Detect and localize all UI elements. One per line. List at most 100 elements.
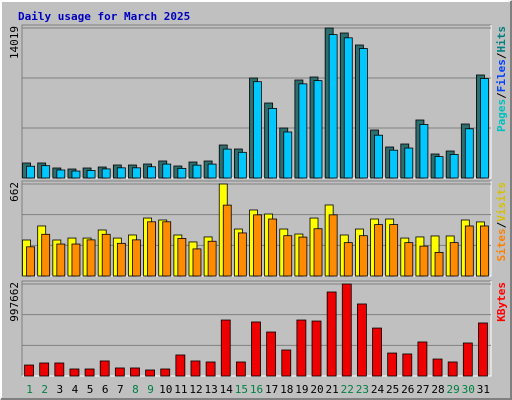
bar [328, 214, 338, 277]
bar [205, 361, 216, 377]
x-tick-label: 12 [189, 383, 202, 396]
bar [71, 170, 81, 179]
x-tick-label: 22 [341, 383, 354, 396]
bar [389, 224, 399, 277]
bar [283, 131, 293, 179]
bar [343, 242, 353, 277]
bar [359, 235, 368, 277]
bar [387, 352, 398, 377]
bar [190, 360, 201, 377]
bar [101, 168, 111, 179]
bar [114, 367, 125, 377]
x-tick-label: 23 [356, 383, 369, 396]
x-tick-label: 26 [401, 383, 414, 396]
x-tick-label: 24 [371, 383, 385, 396]
legend-separator: / [495, 92, 508, 99]
y-tick-label: 997662 [8, 282, 21, 322]
bar [326, 291, 337, 377]
y-tick-label: 662 [8, 182, 21, 202]
bar [145, 369, 155, 377]
y-tick-label: 14019 [8, 26, 21, 59]
x-tick-label: 5 [87, 383, 94, 396]
bar [41, 233, 51, 277]
bar [130, 367, 140, 377]
bar [480, 78, 489, 179]
bar [162, 221, 172, 277]
bar [132, 167, 141, 179]
bar [359, 48, 368, 179]
x-tick-label: 13 [204, 383, 217, 396]
x-tick-label: 16 [250, 383, 263, 396]
bar [462, 342, 473, 377]
x-tick-label: 25 [386, 383, 399, 396]
bar [432, 358, 443, 377]
bar [132, 239, 141, 277]
bar [417, 341, 428, 377]
bar [419, 245, 429, 277]
bar [434, 251, 444, 277]
legend-separator: / [495, 52, 508, 59]
bar [478, 322, 488, 377]
bar [160, 368, 171, 377]
bar [222, 204, 232, 277]
bar [192, 164, 202, 179]
bar [298, 236, 308, 277]
bar [343, 37, 353, 179]
bar [101, 233, 111, 277]
x-tick-label: 31 [477, 383, 490, 396]
bar [175, 354, 186, 377]
bar [56, 243, 66, 277]
bar [389, 149, 399, 179]
chart-title: Daily usage for March 2025 [18, 10, 190, 23]
x-tick-label: 17 [265, 383, 278, 396]
bar [357, 303, 367, 377]
legend: Pages/Files/Hits [495, 26, 508, 132]
bar [449, 242, 459, 277]
bar [464, 128, 474, 179]
x-tick-label: 28 [431, 383, 444, 396]
x-tick-label: 20 [310, 383, 323, 396]
x-tick-label: 21 [326, 383, 339, 396]
bar [220, 319, 231, 377]
bar [222, 148, 232, 179]
bar [374, 134, 383, 179]
x-tick-label: 11 [174, 383, 187, 396]
bar [84, 368, 95, 377]
bar [71, 243, 81, 277]
bar [281, 349, 292, 377]
bar [86, 170, 96, 179]
bar [447, 361, 458, 377]
bar [99, 360, 110, 377]
bar [419, 124, 429, 179]
bar [328, 34, 338, 179]
bar [313, 80, 323, 179]
bar [54, 362, 65, 377]
x-tick-label: 27 [416, 383, 429, 396]
legend: KBytes [495, 282, 508, 322]
bar [253, 81, 262, 179]
x-tick-label: 1 [26, 383, 33, 396]
bar [207, 240, 217, 277]
x-tick-label: 7 [117, 383, 124, 396]
legend-entry: Files [495, 59, 508, 92]
x-tick-label: 4 [72, 383, 79, 396]
legend-entry: KBytes [495, 282, 508, 322]
x-tick-label: 29 [447, 383, 460, 396]
bar [235, 361, 246, 377]
bar [313, 228, 323, 277]
bar [449, 154, 459, 179]
bar [268, 218, 278, 277]
bar [251, 321, 261, 377]
bar [207, 163, 217, 179]
bar [69, 368, 80, 377]
legend-entry: Pages [495, 99, 508, 132]
bar [253, 214, 262, 277]
x-tick-label: 3 [57, 383, 64, 396]
bar [86, 239, 96, 277]
bar [434, 156, 444, 179]
bar [296, 319, 307, 377]
bar [266, 331, 277, 377]
x-tick-label: 6 [102, 383, 109, 396]
